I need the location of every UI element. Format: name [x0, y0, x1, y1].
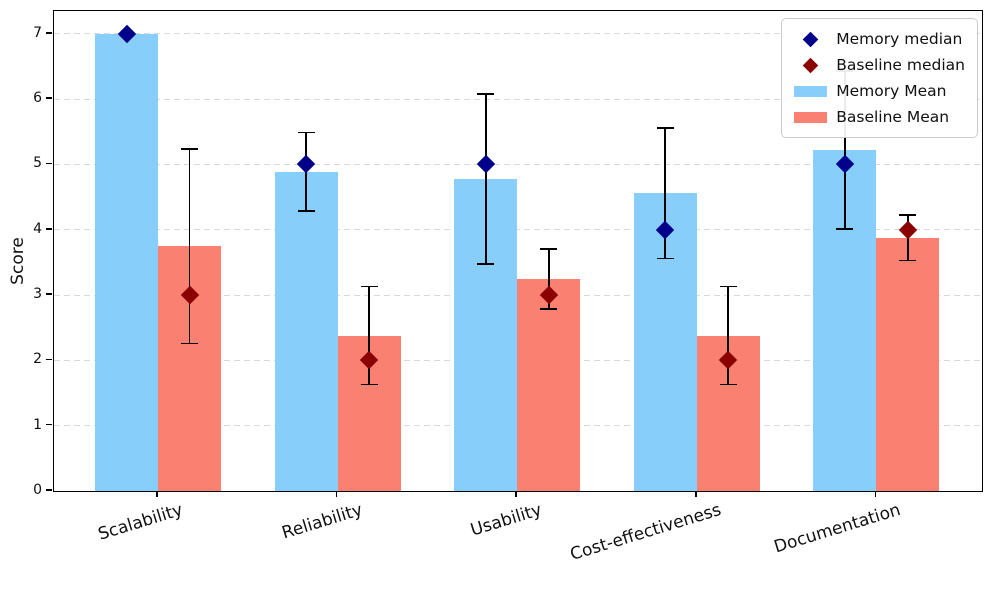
x-tick-label-reliability: Reliability: [279, 500, 365, 544]
swatch-icon: [792, 111, 828, 123]
y-tick-mark-3: [46, 293, 52, 295]
legend-item-memory-median: Memory median: [792, 26, 965, 52]
bar-baseline-mean-usability: [517, 278, 581, 491]
y-tick-mark-1: [46, 423, 52, 426]
x-tick-label-scalability: Scalability: [95, 500, 185, 545]
legend-item-baseline-mean: Baseline Mean: [792, 104, 965, 130]
error-bar-cap-top: [899, 213, 917, 216]
y-tick-mark-5: [46, 162, 52, 165]
error-bar-cap-top: [656, 126, 674, 129]
y-tick-label-6: 6: [33, 90, 42, 107]
error-bar-cap-bottom: [836, 228, 854, 231]
error-bar-cap-bottom: [181, 342, 198, 345]
error-bar-cap-bottom: [477, 262, 495, 265]
error-bar-line: [844, 71, 846, 230]
legend-label: Memory Mean: [836, 82, 947, 100]
y-tick-mark-0: [46, 489, 52, 491]
median-marker-memory-median-usability: [476, 155, 495, 174]
x-tick-mark-reliability: [335, 491, 338, 497]
legend-marker-shape: [802, 31, 819, 47]
error-bar-line: [188, 148, 191, 344]
y-axis-label: Score: [8, 237, 28, 285]
y-tick-mark-4: [46, 227, 52, 230]
error-bar-cap-bottom: [656, 257, 674, 260]
error-bar-line: [547, 248, 550, 309]
x-tick-mark-usability: [515, 491, 517, 497]
x-tick-label-usability: Usability: [468, 500, 545, 541]
y-tick-label-2: 2: [33, 351, 42, 368]
legend: Memory median Baseline median Memory Mean B…: [781, 18, 978, 138]
gridline-y4: [54, 229, 982, 231]
gridline-y5: [54, 163, 982, 165]
legend-label: Baseline Mean: [836, 108, 950, 126]
y-tick-label-3: 3: [33, 286, 42, 303]
error-bar-cap-top: [540, 247, 558, 250]
swatch-icon: [792, 85, 828, 97]
legend-marker-shape: [793, 111, 827, 123]
y-tick-label-0: 0: [33, 482, 42, 498]
error-bar-cap-bottom: [297, 209, 315, 212]
x-tick-mark-documentation: [874, 491, 877, 497]
error-bar-cap-top: [477, 93, 495, 95]
error-bar-cap-bottom: [360, 383, 378, 386]
error-bar-line: [484, 93, 487, 264]
median-marker-baseline-median-documentation: [898, 220, 918, 239]
y-tick-label-1: 1: [33, 416, 42, 433]
error-bar-line: [664, 127, 667, 259]
error-bar-line: [727, 286, 730, 385]
legend-marker-shape: [802, 57, 819, 73]
legend-marker-shape: [793, 85, 827, 97]
bar-memory-mean-scalability: [95, 33, 158, 491]
x-tick-label-documentation: Documentation: [772, 500, 904, 558]
error-bar-cap-bottom: [540, 307, 558, 310]
y-tick-mark-6: [46, 97, 52, 99]
plot-area: Memory median Baseline median Memory Mean B…: [8, 10, 983, 492]
legend-label: Baseline median: [836, 56, 965, 74]
x-tick-mark-scalability: [156, 491, 158, 497]
error-bar-cap-top: [719, 285, 737, 288]
error-bar-cap-bottom: [899, 259, 917, 262]
bar-baseline-mean-documentation: [876, 237, 940, 491]
x-tick-mark-cost-effectiveness: [695, 491, 697, 497]
error-bar-cap-top: [360, 285, 378, 288]
gridline-y6: [54, 98, 982, 100]
y-tick-label-5: 5: [33, 155, 42, 172]
x-tick-label-cost-effectiveness: Cost-effectiveness: [567, 500, 724, 565]
bar-memory-mean-reliability: [274, 171, 338, 491]
error-bar-line: [368, 286, 370, 385]
y-tick-mark-7: [46, 32, 52, 34]
diamond-icon: [792, 57, 828, 73]
legend-item-baseline-median: Baseline median: [792, 52, 965, 78]
y-tick-mark-2: [46, 358, 52, 361]
gridline-y7: [54, 33, 982, 35]
error-bar-cap-top: [297, 131, 315, 134]
legend-label: Memory median: [836, 30, 963, 48]
error-bar-cap-bottom: [719, 383, 737, 386]
legend-item-memory-mean: Memory Mean: [792, 78, 965, 104]
diamond-icon: [792, 31, 828, 47]
y-tick-label-7: 7: [33, 24, 42, 41]
error-bar-cap-top: [181, 147, 198, 150]
y-tick-label-4: 4: [33, 220, 42, 237]
